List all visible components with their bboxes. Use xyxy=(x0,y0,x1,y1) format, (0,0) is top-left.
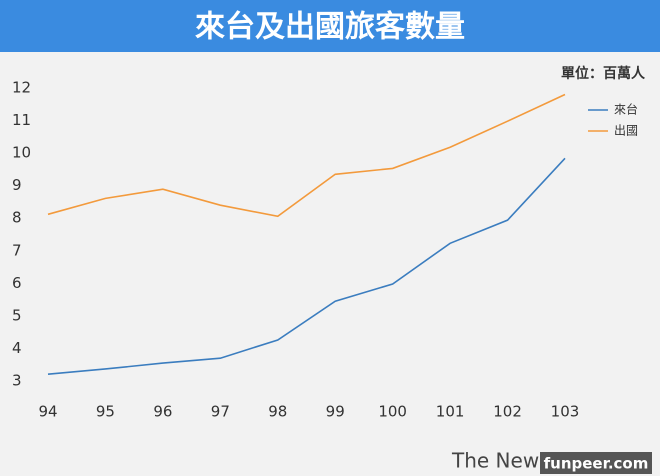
line-series xyxy=(47,157,566,375)
y-tick-label: 6 xyxy=(12,274,22,292)
x-tick-label: 99 xyxy=(326,403,345,421)
y-tick-label: 7 xyxy=(12,241,22,259)
y-tick-label: 3 xyxy=(12,372,22,390)
y-tick-label: 4 xyxy=(12,339,22,357)
y-tick-label: 12 xyxy=(12,79,31,97)
chart-title: 來台及出國旅客數量 xyxy=(195,10,465,45)
legend-label: 來台 xyxy=(614,102,638,117)
y-tick-label: 11 xyxy=(12,111,31,129)
title-bar xyxy=(0,0,660,52)
x-tick-label: 98 xyxy=(268,403,287,421)
x-tick-label: 102 xyxy=(493,403,522,421)
watermark: funpeer.com xyxy=(544,455,649,473)
source: The News xyxy=(451,449,550,473)
legend-label: 出國 xyxy=(614,124,638,138)
x-tick-label: 96 xyxy=(153,403,172,421)
y-tick-label: 5 xyxy=(12,306,22,324)
x-tick-label: 95 xyxy=(96,403,115,421)
x-tick-label: 103 xyxy=(551,403,580,421)
y-tick-label: 8 xyxy=(12,209,22,227)
x-tick-label: 94 xyxy=(38,403,57,421)
line-series xyxy=(47,93,566,218)
unit-label: 單位：百萬人 xyxy=(561,65,646,82)
watermark-bg xyxy=(540,452,652,474)
x-tick-label: 97 xyxy=(211,403,230,421)
y-tick-label: 9 xyxy=(12,176,22,194)
x-tick-label: 100 xyxy=(378,403,407,421)
x-tick-label: 101 xyxy=(436,403,465,421)
y-tick-label: 10 xyxy=(12,144,31,162)
